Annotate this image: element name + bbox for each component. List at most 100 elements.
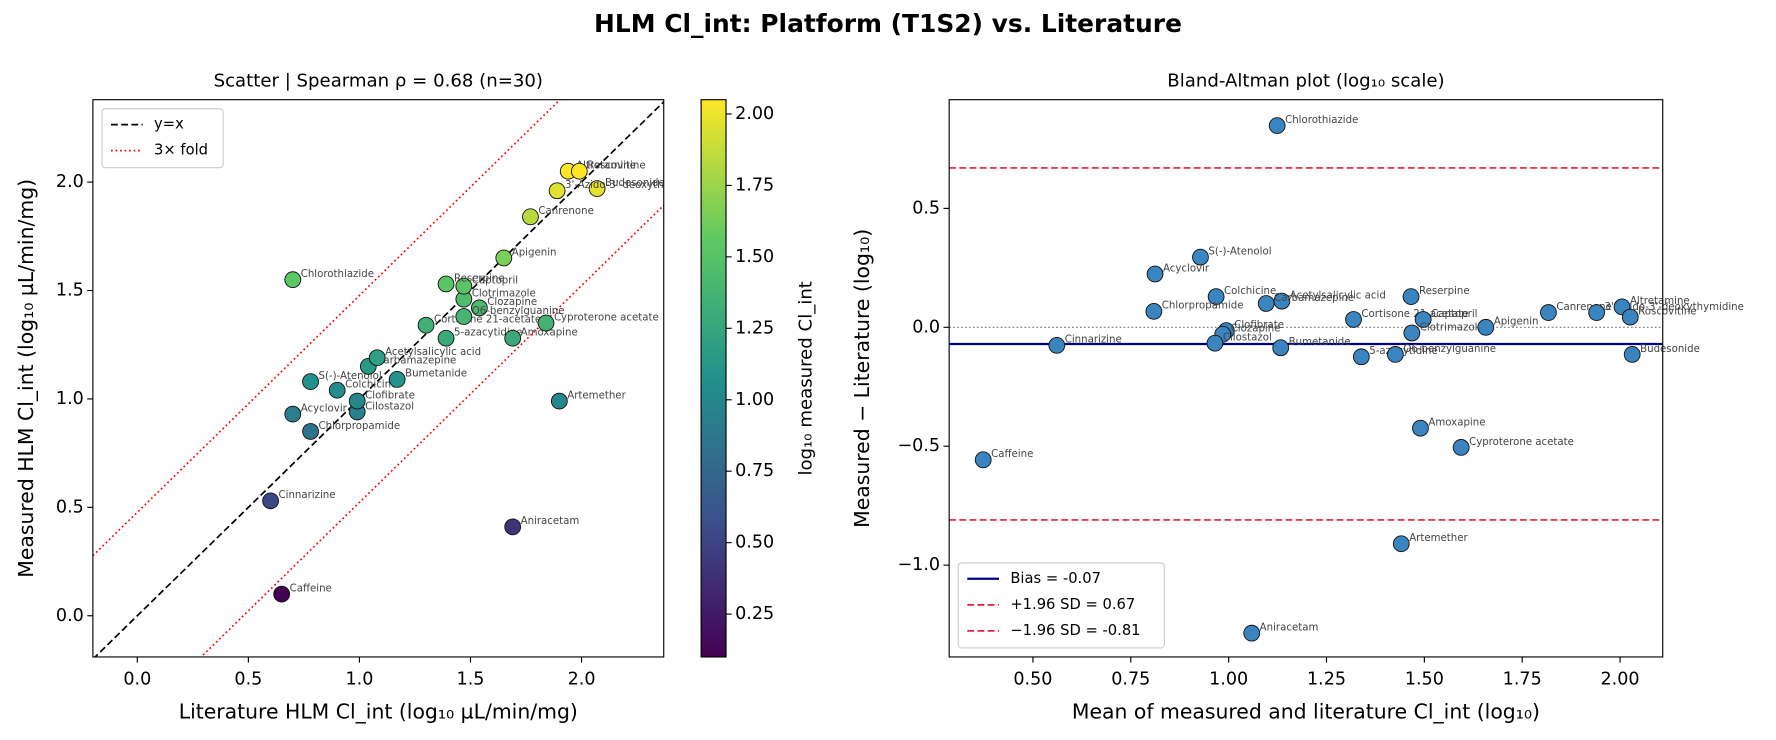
point-label: Cinnarizine: [1065, 335, 1122, 346]
point-label: Reserpine: [454, 273, 505, 284]
data-point: [1146, 265, 1164, 283]
colorbar-tick-label: 0.25: [735, 604, 774, 624]
point-label: Aniracetam: [521, 516, 580, 527]
data-point: [437, 275, 455, 293]
point-label: Reserpine: [1419, 286, 1470, 297]
data-point: [1621, 308, 1639, 326]
point-label: Canrenone: [538, 206, 593, 217]
point-label: Colchicine: [1224, 286, 1276, 297]
point-label: Artemether: [567, 390, 626, 401]
point-label: Bumetanide: [1289, 337, 1351, 348]
data-point: [1145, 302, 1163, 320]
colorbar-tick-label: 2.00: [735, 104, 774, 124]
legend-label: −1.96 SD = -0.81: [1010, 622, 1140, 639]
point-label: Acyclovir: [1163, 263, 1210, 274]
axes-frame: [948, 99, 1664, 658]
point-label: Acetylsalicylic acid: [1290, 290, 1386, 301]
x-tick-label: 0.50: [1013, 670, 1052, 690]
data-point: [537, 314, 555, 332]
data-point: [302, 423, 319, 440]
plot-area: Caffeine Cinnarizine Aniracetam Chlorpropam…: [92, 99, 704, 657]
x-tick-label: 1.5: [457, 670, 485, 690]
point-label: Clozapine: [487, 297, 537, 308]
data-point: [417, 316, 435, 334]
point-label: Cyproterone acetate: [1469, 437, 1574, 448]
point-label: 3'-Azido-3'-deoxythymidine: [1605, 302, 1744, 313]
y-tick-label: 0.5: [56, 497, 84, 517]
point-label: 5-azacytidine: [454, 328, 522, 339]
data-point: [1387, 346, 1404, 363]
data-point: [455, 277, 473, 295]
point-label: Chlorothiazide: [1285, 115, 1358, 126]
point-label: Colchicine: [345, 380, 397, 391]
data-point: [1206, 334, 1224, 352]
colorbar-label: log₁₀ measured Cl_int: [795, 281, 816, 475]
point-label: Cyproterone acetate: [554, 312, 659, 323]
point-label: Cinnarizine: [279, 490, 336, 501]
x-tick-label: 2.00: [1601, 670, 1640, 690]
point-label: Amoxapine: [1428, 417, 1485, 428]
y-tick-label: 0.0: [56, 606, 84, 626]
point-label: S(-)-Atenolol: [1208, 246, 1271, 257]
data-point: [504, 329, 522, 347]
point-label: Budesonide: [605, 178, 665, 189]
point-label: Clofibrate: [365, 390, 415, 401]
point-label: Amoxapine: [521, 328, 578, 339]
legend-box: [101, 108, 224, 169]
data-point: [1192, 248, 1209, 266]
point-label: Bumetanide: [405, 369, 467, 380]
y-tick-label: −1.0: [897, 555, 940, 575]
point-label: Canrenone: [1556, 302, 1611, 313]
point-label: Clotrimazole: [472, 289, 536, 300]
x-tick-label: 2.0: [568, 670, 596, 690]
point-label: Acetylsalicylic acid: [385, 347, 481, 358]
point-label: Altretamine: [576, 161, 636, 172]
data-point: [284, 405, 302, 423]
fold-line: [92, 99, 562, 557]
data-point: [1414, 311, 1432, 328]
legend-label: y=x: [154, 116, 184, 133]
plot-area: Chlorothiazide S(-)-Atenolol Acyclovir Colc…: [949, 115, 1744, 642]
data-point: [1623, 346, 1641, 363]
data-point: [588, 180, 606, 197]
point-label: Caffeine: [290, 583, 332, 594]
x-tick-label: 0.5: [234, 670, 262, 690]
point-label: Clotrimazole: [1420, 322, 1484, 333]
point-label: Captopril: [1431, 309, 1477, 320]
data-point: [974, 451, 992, 469]
x-tick-label: 1.75: [1503, 670, 1542, 690]
fold-line: [199, 204, 664, 657]
identity-line: [93, 101, 664, 657]
point-label: O6-benzylguanine: [472, 306, 565, 317]
data-point: [1412, 419, 1429, 437]
y-axis-label: Measured HLM Cl_int (log₁₀ µL/min/mg): [14, 179, 38, 578]
y-tick-label: 1.5: [56, 281, 84, 301]
data-point: [1403, 324, 1421, 342]
point-label: Artemether: [1409, 533, 1468, 544]
data-point: [1402, 288, 1420, 306]
point-label: O6-benzylguanine: [1403, 344, 1496, 355]
point-label: Carbamazepine: [376, 356, 456, 367]
data-point: [1477, 318, 1495, 336]
data-point: [1540, 304, 1557, 321]
legend-box: [957, 562, 1165, 649]
point-label: Altretamine: [1630, 296, 1690, 307]
point-label: Cilostazol: [1223, 333, 1272, 344]
data-point: [388, 371, 406, 388]
subplot-title: Bland-Altman plot (log₁₀ scale): [1167, 71, 1444, 92]
data-point: [495, 249, 513, 267]
data-point: [548, 182, 566, 200]
data-point: [570, 162, 588, 180]
legend-label: +1.96 SD = 0.67: [1010, 596, 1135, 613]
colorbar-tick-label: 1.50: [735, 247, 774, 267]
data-point: [1392, 535, 1410, 553]
point-label: Roscovitine: [1638, 306, 1696, 317]
colorbar-tick-label: 1.75: [735, 175, 774, 195]
point-label: Chlorpropamide: [318, 421, 400, 432]
data-point: [522, 208, 539, 226]
legend-label: 3× fold: [154, 142, 208, 159]
point-label: Cortisone 21-acetate: [1361, 309, 1468, 320]
data-point: [1452, 439, 1470, 456]
colorbar-tick-label: 1.00: [735, 390, 774, 410]
point-label: 3'-Azido-3'-deoxythymidine: [565, 180, 704, 191]
